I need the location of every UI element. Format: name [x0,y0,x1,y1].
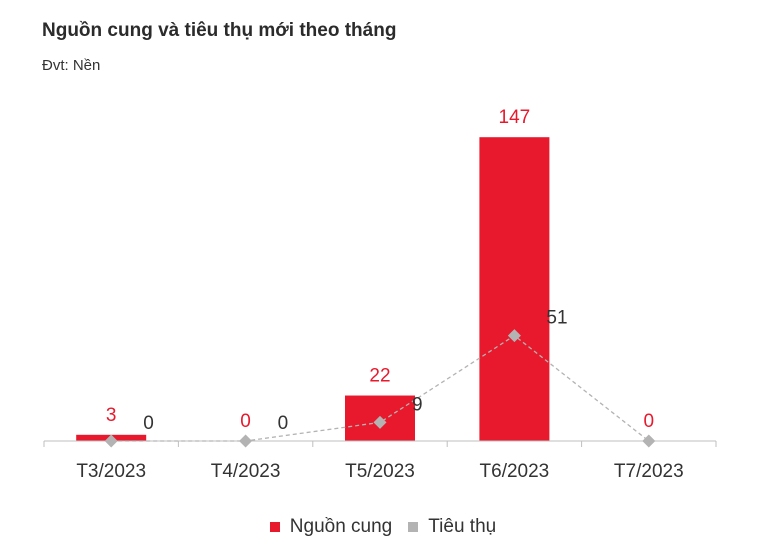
chart-title: Nguồn cung và tiêu thụ mới theo tháng [42,20,397,41]
legend-swatch-supply [269,522,280,532]
x-tick-label-T3/2023: T3/2023 [76,461,146,482]
bar-label-T7/2023: 0 [644,411,655,432]
legend-label-supply: Nguồn cung [289,516,393,537]
bar-label-T6/2023: 147 [499,107,531,128]
x-tick-label-T4/2023: T4/2023 [211,461,281,482]
consumption-label-T4/2023: 0 [278,413,289,434]
x-tick-label-T6/2023: T6/2023 [480,461,550,482]
legend-item-consumption: Tiêu thụ [408,516,496,538]
x-tick-label-T5/2023: T5/2023 [345,461,415,482]
legend-swatch-consumption [408,522,419,532]
bar-label-T4/2023: 0 [240,411,251,432]
consumption-marker-T7/2023 [642,434,656,448]
consumption-marker-T6/2023 [507,329,521,343]
consumption-label-T5/2023: 9 [412,394,423,415]
consumption-marker-T4/2023 [239,434,253,448]
consumption-label-T3/2023: 0 [143,413,154,434]
legend: Nguồn cung Tiêu thụ [0,516,766,538]
chart-subtitle: Đvt: Nền [42,57,101,74]
consumption-marker-T5/2023 [373,415,387,429]
bar-label-T5/2023: 22 [369,366,390,387]
bar-label-T3/2023: 3 [106,405,117,426]
x-tick-label-T7/2023: T7/2023 [614,461,684,482]
consumption-label-T6/2023: 51 [546,308,567,329]
legend-label-consumption: Tiêu thụ [428,516,497,537]
bar-T6/2023 [479,137,550,441]
legend-item-supply: Nguồn cung [269,516,393,538]
consumption-marker-T3/2023 [104,434,118,448]
